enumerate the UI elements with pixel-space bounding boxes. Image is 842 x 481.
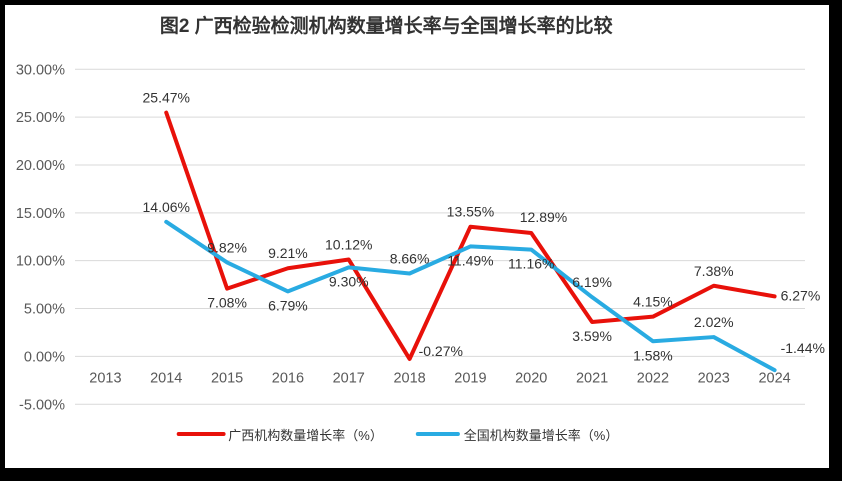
svg-text:7.08%: 7.08% — [207, 295, 247, 311]
svg-text:2015: 2015 — [211, 371, 243, 387]
svg-text:11.49%: 11.49% — [447, 252, 493, 268]
svg-text:2022: 2022 — [637, 371, 669, 387]
svg-text:3.59%: 3.59% — [572, 328, 612, 344]
svg-text:2018: 2018 — [393, 371, 425, 387]
svg-text:6.79%: 6.79% — [268, 297, 308, 313]
svg-text:2014: 2014 — [150, 371, 182, 387]
svg-text:2.02%: 2.02% — [694, 314, 734, 330]
svg-text:-1.44%: -1.44% — [781, 340, 825, 356]
svg-text:9.30%: 9.30% — [329, 273, 369, 289]
svg-text:8.66%: 8.66% — [390, 251, 430, 267]
svg-text:11.16%: 11.16% — [508, 256, 554, 272]
svg-text:2013: 2013 — [89, 371, 121, 387]
svg-text:2024: 2024 — [758, 371, 790, 387]
svg-text:25.47%: 25.47% — [143, 90, 190, 106]
svg-text:4.15%: 4.15% — [633, 294, 673, 310]
svg-text:7.38%: 7.38% — [694, 263, 734, 279]
svg-text:15.00%: 15.00% — [16, 206, 65, 222]
svg-text:2016: 2016 — [272, 371, 304, 387]
svg-text:9.82%: 9.82% — [207, 239, 247, 255]
svg-text:2023: 2023 — [698, 371, 730, 387]
svg-text:6.19%: 6.19% — [572, 274, 612, 290]
svg-text:10.12%: 10.12% — [325, 237, 372, 253]
svg-text:13.55%: 13.55% — [447, 204, 494, 220]
svg-text:5.00%: 5.00% — [24, 302, 65, 318]
svg-text:0.00%: 0.00% — [24, 349, 65, 365]
svg-text:20.00%: 20.00% — [16, 158, 65, 174]
svg-text:2020: 2020 — [515, 371, 547, 387]
svg-text:10.00%: 10.00% — [16, 254, 65, 270]
svg-text:14.06%: 14.06% — [143, 199, 190, 215]
svg-text:30.00%: 30.00% — [16, 62, 65, 78]
svg-text:-0.27%: -0.27% — [419, 343, 463, 359]
svg-text:1.58%: 1.58% — [633, 347, 673, 363]
svg-text:25.00%: 25.00% — [16, 110, 65, 126]
svg-text:12.89%: 12.89% — [520, 209, 567, 225]
svg-text:-5.00%: -5.00% — [19, 397, 65, 413]
svg-text:2019: 2019 — [454, 371, 486, 387]
svg-text:9.21%: 9.21% — [268, 245, 308, 261]
svg-text:2021: 2021 — [576, 371, 608, 387]
svg-text:6.27%: 6.27% — [781, 287, 821, 303]
svg-text:2017: 2017 — [333, 371, 365, 387]
